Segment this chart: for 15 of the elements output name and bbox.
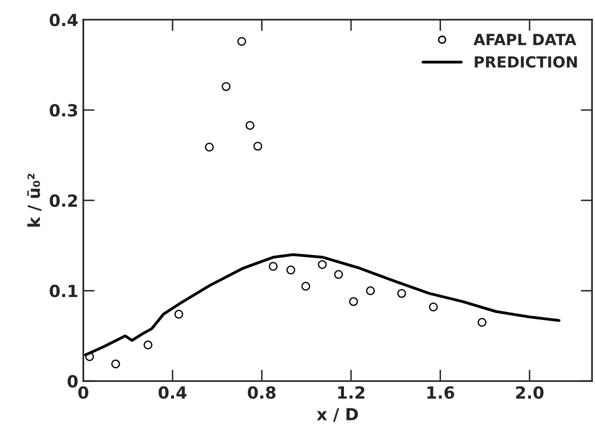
x-tick-label: 0: [78, 386, 88, 399]
x-tick-label: 0.4: [158, 386, 187, 399]
x-tick-label: 0.8: [248, 386, 276, 399]
legend-label: AFAPL DATA: [473, 34, 576, 46]
x-tick-label: 1.2: [338, 386, 364, 399]
x-tick-label: 2.0: [516, 386, 544, 399]
y-tick-label: 0.2: [50, 194, 77, 207]
y-tick-label: 0.4: [50, 14, 78, 26]
y-tick-label: 0.3: [50, 104, 78, 117]
x-axis-title: x / D: [316, 408, 358, 422]
y-axis-title: k / ū₀²: [27, 174, 42, 227]
y-tick-label: 0: [68, 375, 78, 388]
x-tick-label: 1.6: [427, 386, 454, 399]
legend-label: PREDICTION: [474, 56, 577, 68]
y-tick-label: 0.1: [50, 284, 78, 298]
